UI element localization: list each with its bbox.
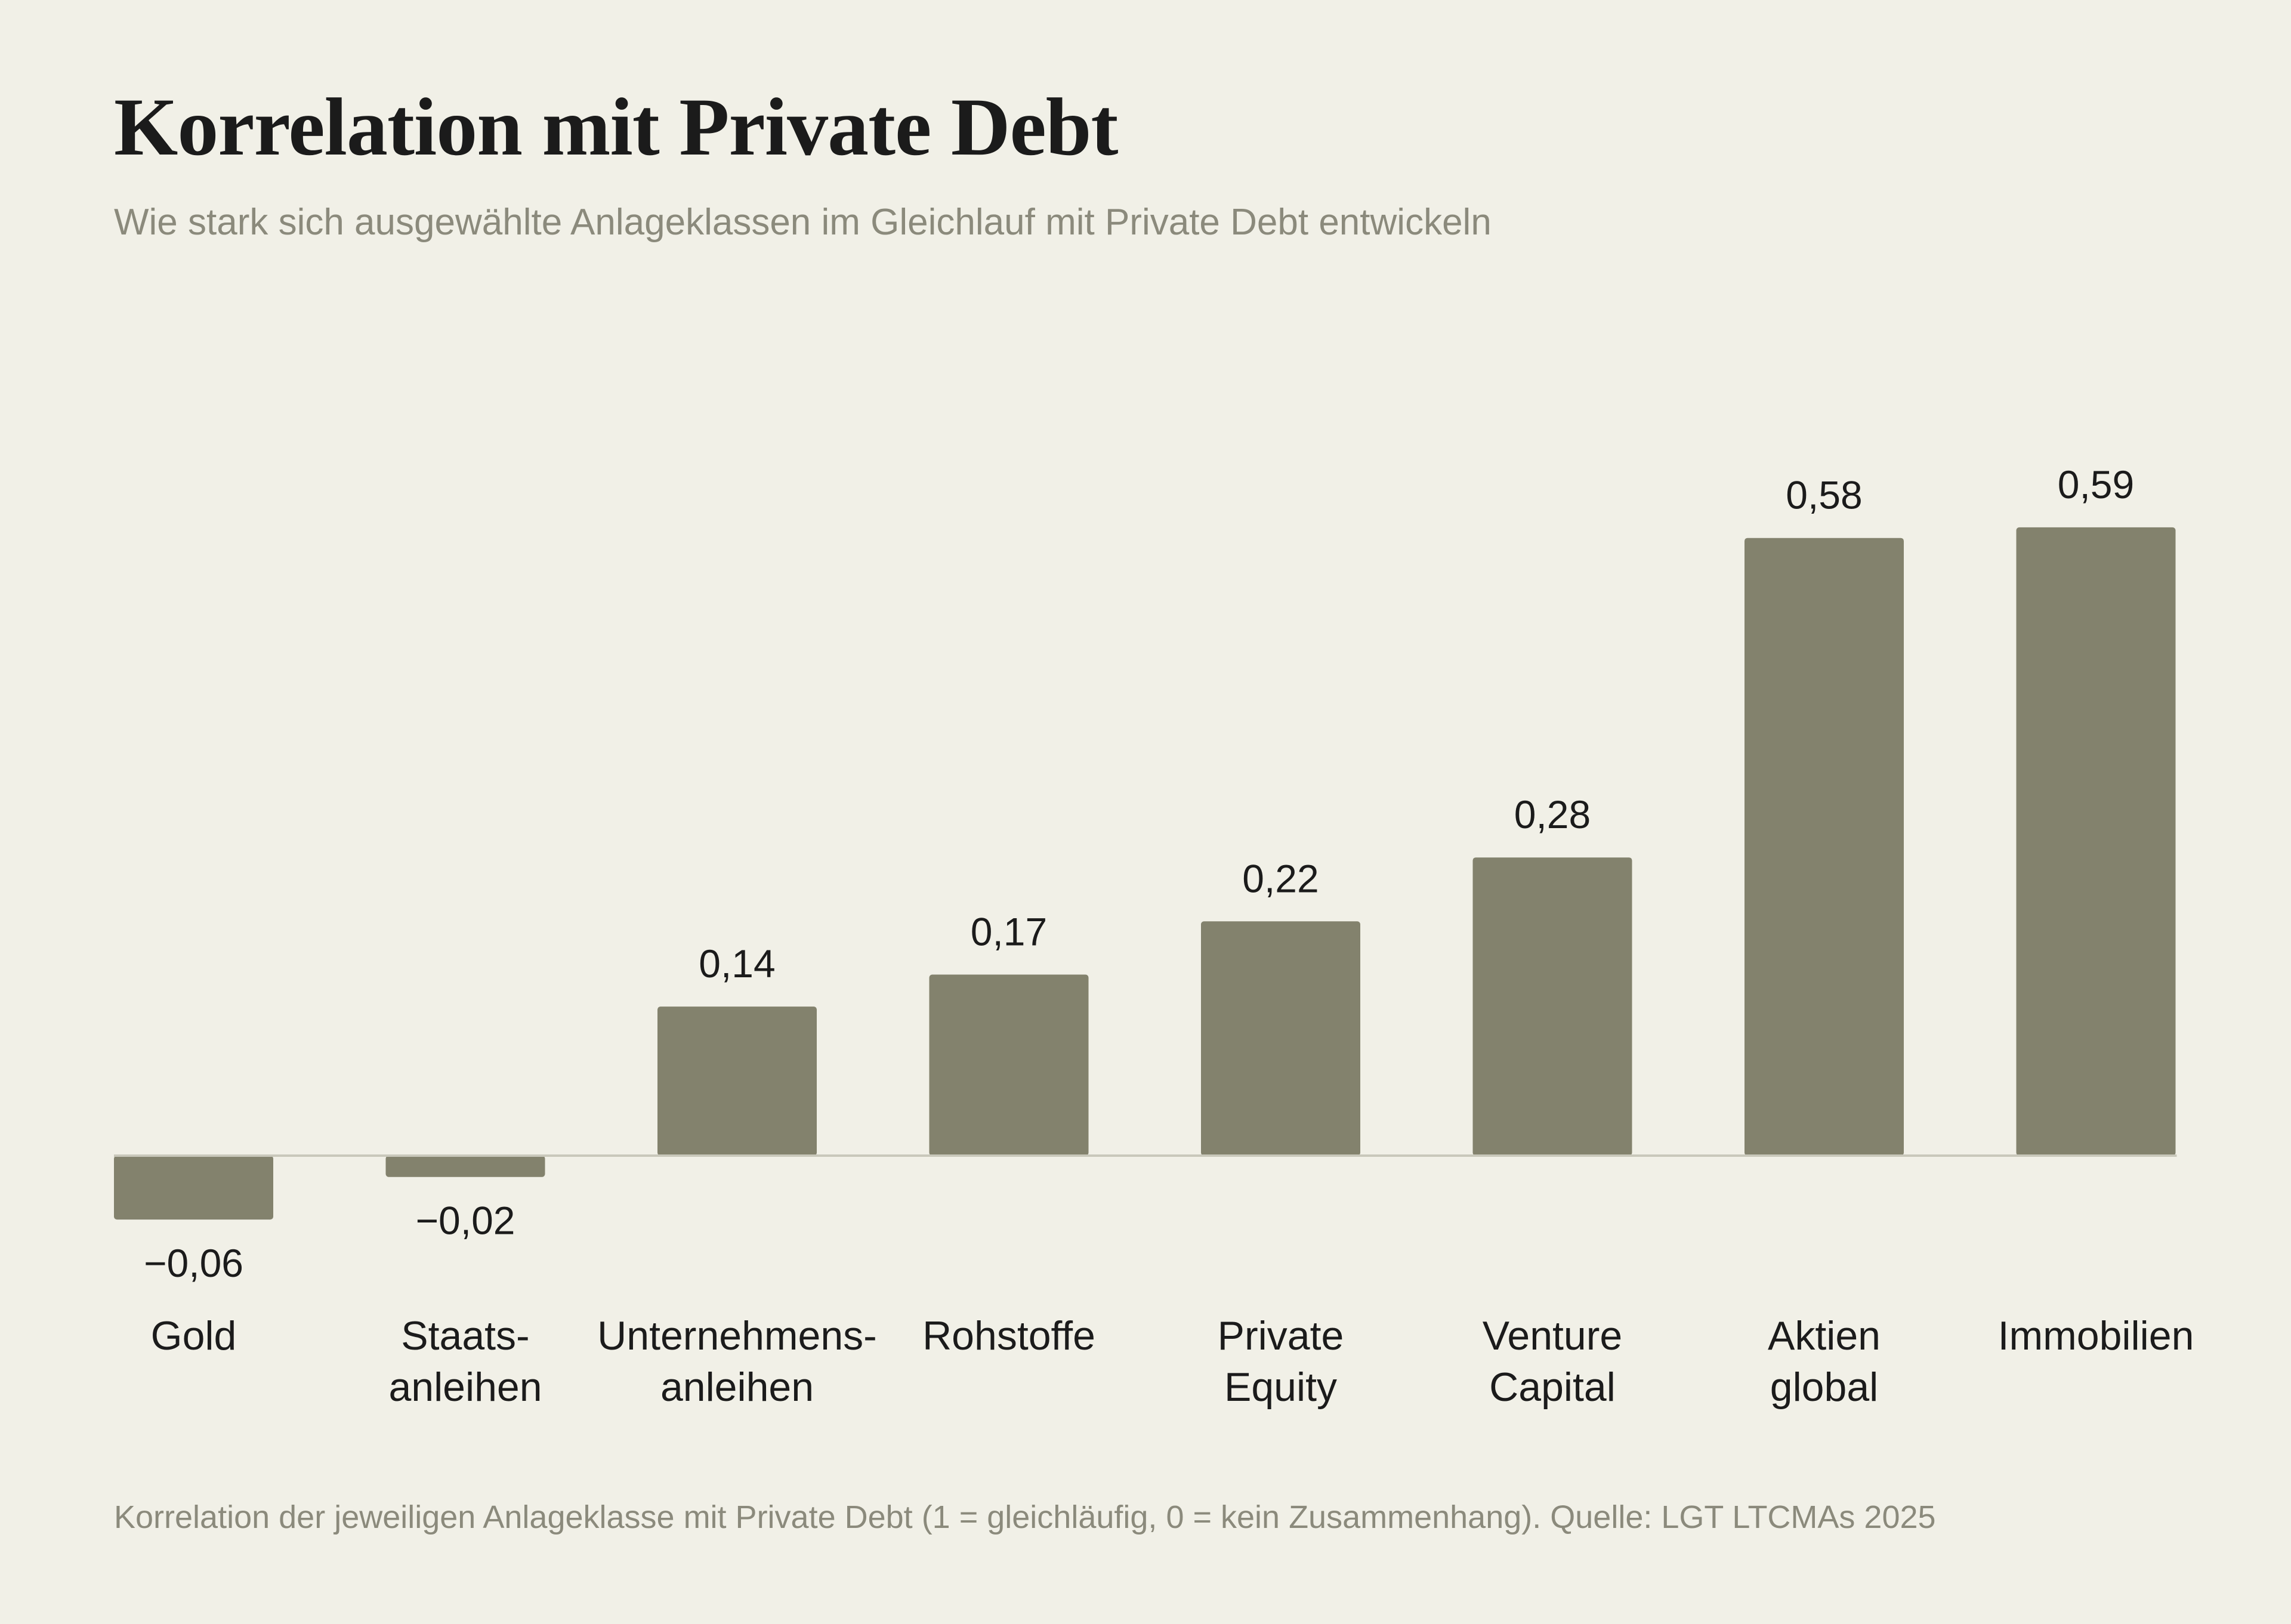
value-label-venture-capital: 0,28 (1514, 792, 1591, 836)
chart-footnote: Korrelation der jeweiligen Anlageklasse … (114, 1499, 1936, 1535)
bar-private-equity (1201, 921, 1360, 1156)
value-label-aktien-global: 0,58 (1786, 473, 1862, 517)
value-labels-group: −0,06 −0,02 0,14 0,17 0,22 0,28 0,58 0,59 (144, 462, 2134, 1285)
bars-group (114, 527, 2176, 1220)
bar-gold (114, 1156, 273, 1220)
chart-subtitle: Wie stark sich ausgewählte Anlageklassen… (114, 202, 1492, 243)
bar-immobilien (2016, 527, 2176, 1156)
value-label-unternehmensanleihen: 0,14 (699, 941, 775, 986)
value-label-private-equity: 0,22 (1242, 856, 1319, 900)
bar-venture-capital (1472, 857, 1632, 1156)
value-label-immobilien: 0,59 (2058, 462, 2134, 507)
bar-unternehmensanleihen (657, 1006, 817, 1156)
chart-title: Korrelation mit Private Debt (114, 81, 1118, 172)
bar-staatsanleihen (385, 1156, 545, 1177)
value-label-staatsanleihen: −0,02 (416, 1199, 515, 1243)
bar-aktien-global (1745, 538, 1904, 1156)
value-label-gold: −0,06 (144, 1241, 243, 1285)
value-label-rohstoffe: 0,17 (971, 910, 1047, 954)
bar-rohstoffe (929, 974, 1089, 1156)
